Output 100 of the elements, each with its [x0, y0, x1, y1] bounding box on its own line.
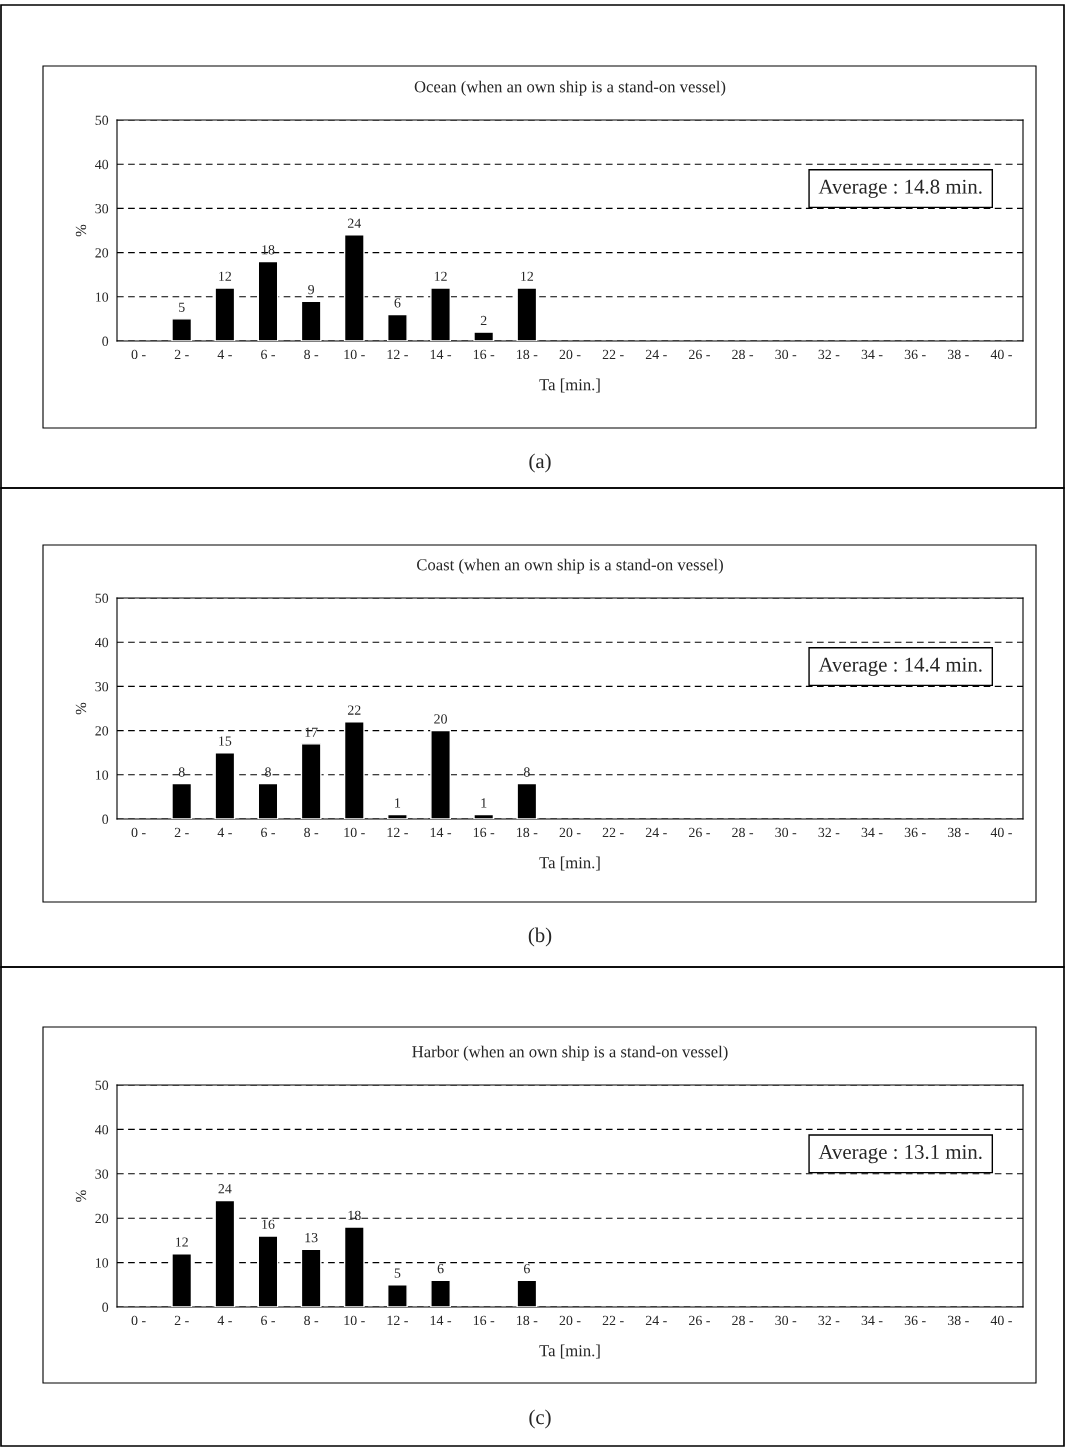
x-tick-label: 28 -: [732, 827, 754, 838]
data-label: 12: [175, 1237, 188, 1247]
y-tick-label: 20: [95, 1213, 109, 1224]
x-tick-label: 16 -: [473, 349, 495, 360]
x-tick-label: 26 -: [689, 1315, 710, 1326]
x-tick-label: 26 -: [689, 349, 710, 360]
x-tick-label: 18 -: [517, 349, 538, 360]
x-tick-label: 28 -: [732, 1315, 754, 1326]
data-label: 9: [308, 284, 315, 295]
y-tick-label: 40: [95, 637, 109, 648]
x-tick-label: 38 -: [947, 827, 969, 838]
x-tick-label: 6 -: [261, 349, 276, 360]
x-tick-label: 0 -: [131, 1315, 146, 1326]
y-axis-title: %: [75, 702, 87, 715]
chart-title: Harbor (when an own ship is a stand-on vessel): [412, 1045, 728, 1061]
data-label: 8: [265, 767, 271, 777]
x-tick-label: 30 -: [775, 827, 797, 838]
y-tick-label: 20: [95, 248, 109, 258]
data-label: 13: [305, 1232, 318, 1243]
x-axis-title: Ta [min.]: [539, 1344, 600, 1359]
data-label: 22: [347, 705, 361, 715]
data-label: 6: [394, 298, 401, 308]
x-tick-label: 14 -: [430, 827, 452, 837]
data-label: 5: [394, 1268, 401, 1278]
y-tick-label: 40: [95, 1124, 109, 1135]
data-label: 5: [179, 302, 185, 312]
x-tick-label: 26 -: [689, 827, 710, 838]
y-tick-label: 10: [96, 770, 109, 780]
x-tick-label: 20 -: [559, 1315, 581, 1326]
text: (b): [528, 927, 552, 947]
x-tick-label: 14 -: [430, 1315, 452, 1325]
y-tick-label: 0: [102, 814, 109, 824]
x-tick-label: 10 -: [344, 1315, 365, 1326]
y-tick-label: 30: [95, 1169, 109, 1179]
x-tick-label: 40 -: [990, 1315, 1012, 1326]
chart-title: Ocean (when an own ship is a stand-on vessel): [414, 80, 726, 96]
x-tick-label: 4 -: [217, 1315, 232, 1325]
x-tick-label: 22 -: [602, 349, 624, 359]
data-label: 2: [480, 315, 487, 326]
data-label: 12: [219, 271, 232, 281]
x-tick-label: 36 -: [904, 1315, 926, 1326]
x-tick-label: 36 -: [904, 349, 926, 360]
x-tick-label: 24 -: [645, 1315, 667, 1325]
data-label: 1: [395, 798, 401, 808]
y-tick-label: 50: [95, 115, 109, 125]
x-tick-label: 38 -: [947, 1315, 969, 1326]
x-tick-label: 40 -: [990, 349, 1012, 360]
x-tick-label: 36 -: [904, 827, 926, 838]
x-tick-label: 2 -: [174, 1315, 189, 1325]
data-label: 8: [523, 767, 530, 777]
y-tick-label: 10: [96, 292, 109, 302]
data-label: 24: [347, 218, 362, 228]
x-tick-label: 8 -: [304, 827, 319, 838]
y-tick-label: 40: [95, 159, 109, 170]
x-tick-label: 6 -: [261, 827, 276, 838]
x-tick-label: 4 -: [217, 349, 232, 359]
data-label: 12: [434, 271, 447, 281]
x-tick-label: 6 -: [261, 1315, 276, 1326]
chart-title: Coast (when an own ship is a stand-on vessel): [417, 558, 723, 574]
data-label: 18: [348, 1210, 361, 1221]
data-label: 6: [437, 1264, 444, 1274]
data-label: 12: [521, 271, 534, 281]
x-tick-label: 18 -: [517, 1315, 538, 1326]
y-tick-label: 30: [95, 203, 109, 214]
x-tick-label: 16 -: [473, 1315, 495, 1326]
x-tick-label: 40 -: [990, 827, 1012, 838]
x-tick-label: 24 -: [645, 349, 667, 359]
x-tick-label: 14 -: [430, 349, 452, 359]
x-tick-label: 12 -: [387, 349, 408, 359]
annotation: Average : 14.8 min.: [818, 179, 982, 198]
y-tick-label: 0: [102, 336, 109, 346]
x-tick-label: 28 -: [732, 349, 754, 360]
x-tick-label: 20 -: [559, 827, 581, 838]
x-tick-label: 18 -: [517, 827, 538, 838]
x-axis-title: Ta [min.]: [539, 856, 600, 871]
annotation: Average : 13.1 min.: [818, 1144, 982, 1164]
x-tick-label: 34 -: [861, 1315, 883, 1326]
x-tick-label: 0 -: [131, 349, 146, 360]
y-axis-title: %: [75, 224, 87, 237]
text: (a): [529, 453, 551, 473]
data-label: 1: [481, 798, 487, 808]
x-tick-label: 12 -: [387, 827, 408, 837]
x-tick-label: 34 -: [861, 827, 883, 838]
x-tick-label: 10 -: [344, 827, 365, 838]
y-tick-label: 20: [95, 726, 109, 736]
x-tick-label: 32 -: [818, 1315, 840, 1326]
y-tick-label: 50: [95, 1080, 109, 1090]
x-tick-label: 20 -: [559, 349, 581, 360]
data-label: 16: [262, 1219, 275, 1229]
data-label: 6: [523, 1264, 530, 1274]
x-tick-label: 2 -: [174, 349, 189, 359]
x-tick-label: 30 -: [775, 1315, 797, 1326]
x-tick-label: 32 -: [818, 349, 840, 360]
y-tick-label: 10: [96, 1258, 109, 1268]
x-tick-label: 8 -: [304, 1315, 319, 1326]
x-tick-label: 4 -: [217, 827, 232, 837]
y-axis-title: %: [75, 1190, 87, 1202]
data-label: 20: [434, 714, 447, 724]
x-tick-label: 2 -: [174, 827, 189, 837]
y-tick-label: 0: [102, 1302, 109, 1312]
